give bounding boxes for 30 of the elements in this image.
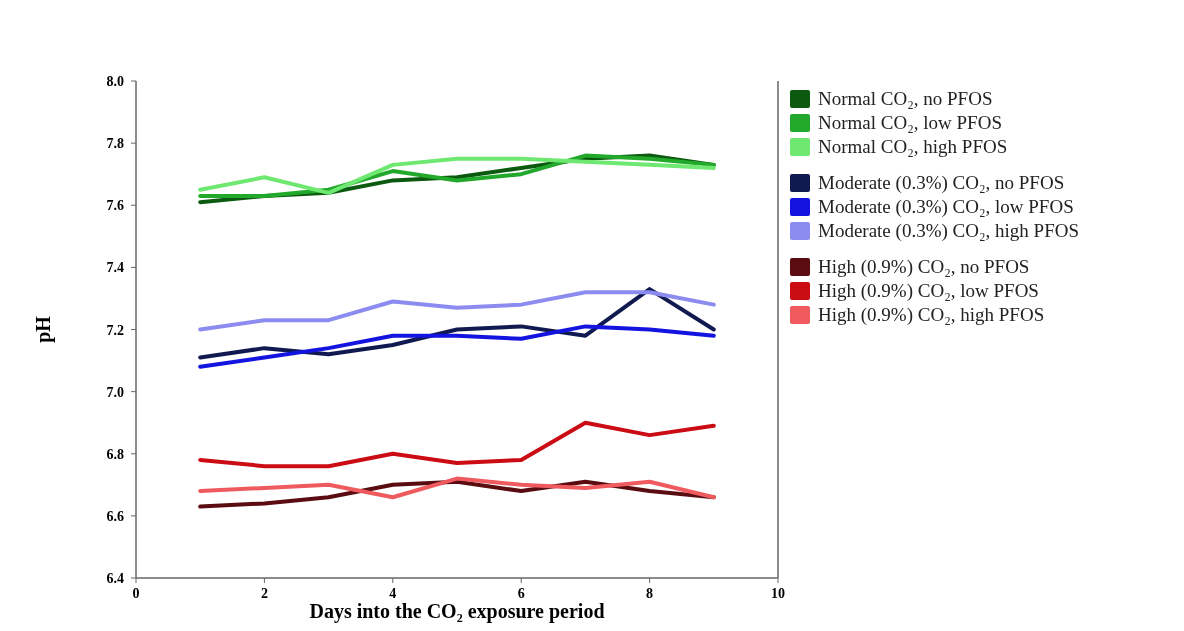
legend-label: Moderate (0.3%) CO₂, low PFOS xyxy=(818,196,1074,218)
y-tick-label: 6.8 xyxy=(106,446,124,462)
legend-label: High (0.9%) CO₂, low PFOS xyxy=(818,280,1039,302)
legend-label: High (0.9%) CO₂, high PFOS xyxy=(818,304,1045,326)
line-series xyxy=(198,290,716,332)
x-tick-label: 10 xyxy=(771,586,785,601)
legend-label: Moderate (0.3%) CO₂, no PFOS xyxy=(818,172,1065,194)
legend-label: Normal CO₂, high PFOS xyxy=(818,136,1008,157)
y-tick-label: 8.0 xyxy=(106,74,124,89)
y-tick-label: 7.6 xyxy=(106,198,124,214)
legend-label: Normal CO₂, low PFOS xyxy=(818,112,1002,133)
y-tick-label: 7.2 xyxy=(106,322,124,338)
y-tick-label: 7.4 xyxy=(106,260,124,276)
y-tick-label: 6.4 xyxy=(106,571,124,586)
x-tick-label: 0 xyxy=(132,586,140,601)
line-series xyxy=(198,476,716,500)
legend-label: Moderate (0.3%) CO₂, high PFOS xyxy=(818,220,1079,242)
y-tick-label: 6.6 xyxy=(106,508,124,524)
x-tick-label: 6 xyxy=(517,586,525,601)
legend-label: Normal CO₂, no PFOS xyxy=(818,88,993,109)
legend-label: High (0.9%) CO₂, no PFOS xyxy=(818,256,1030,278)
y-axis-title: pH xyxy=(32,315,55,343)
y-tick-label: 7.8 xyxy=(106,136,124,152)
x-tick-label: 8 xyxy=(646,586,654,601)
x-axis-title: Days into the CO₂ exposure period xyxy=(309,600,605,623)
x-tick-label: 4 xyxy=(389,586,397,601)
x-tick-label: 2 xyxy=(260,586,268,601)
y-tick-label: 7.0 xyxy=(106,384,124,400)
line-series xyxy=(198,324,716,369)
line-series xyxy=(198,420,716,469)
